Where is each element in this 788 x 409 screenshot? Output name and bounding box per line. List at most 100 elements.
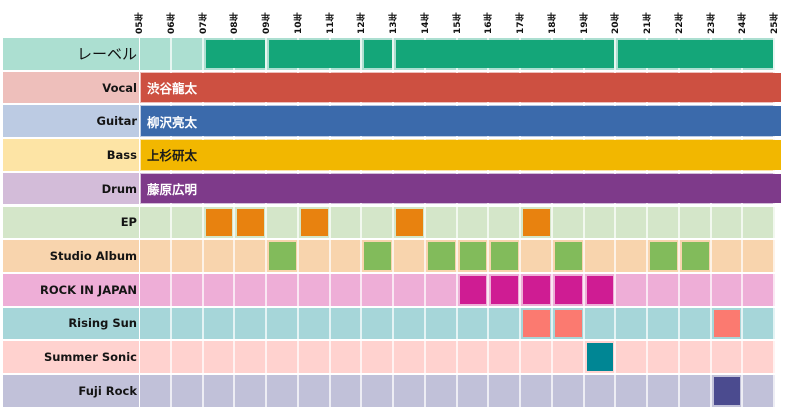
- grid-cell: [267, 341, 299, 373]
- year-mark-studio-album: [491, 242, 518, 270]
- grid-cell: [235, 273, 267, 306]
- x-tick-label: 07年: [198, 12, 209, 34]
- grid-cell: [743, 307, 775, 340]
- row-label: Vocal: [3, 71, 139, 104]
- x-tick-label: 15年: [452, 12, 463, 34]
- label-period-band: [364, 40, 392, 68]
- grid-cell: [140, 273, 172, 306]
- grid-cell: [425, 307, 458, 340]
- year-mark-rock-in-japan: [554, 275, 582, 304]
- grid-cell: [457, 206, 490, 239]
- grid-cell: [489, 341, 521, 373]
- grid-cell: [648, 375, 680, 407]
- grid-cell: [140, 206, 172, 239]
- grid-cell: [743, 206, 775, 239]
- year-mark-studio-album: [427, 242, 455, 270]
- grid-cell: [140, 307, 172, 340]
- row-label: Studio Album: [3, 240, 139, 272]
- grid-cell: [711, 206, 744, 239]
- x-tick-label: 17年: [516, 12, 526, 34]
- grid-cell: [552, 206, 585, 239]
- grid-cell: [648, 273, 680, 306]
- grid-cell: [362, 375, 394, 407]
- row-rock-in-japan: ROCK IN JAPAN: [3, 273, 776, 306]
- grid-cell: [171, 341, 204, 373]
- grid-cell: [235, 341, 267, 373]
- year-mark-rock-in-japan: [459, 275, 487, 304]
- year-mark-rock-in-japan: [491, 275, 518, 304]
- row-label: Guitar: [3, 105, 139, 138]
- grid-cell: [330, 206, 363, 239]
- grid-cell: [203, 341, 236, 373]
- grid-cell: [743, 240, 775, 272]
- grid-cell: [521, 341, 553, 373]
- grid-cell: [298, 341, 331, 373]
- grid-cell: [362, 307, 394, 340]
- year-mark-studio-album: [269, 242, 296, 270]
- grid-cell: [394, 240, 426, 272]
- row-rising-sun: Rising Sun: [3, 307, 776, 340]
- year-mark-ep: [237, 208, 264, 237]
- row-label: レーベル: [3, 38, 139, 70]
- grid-cell: [425, 206, 458, 239]
- year-mark-studio-album: [459, 242, 487, 270]
- member-name: 柳沢亮太: [147, 114, 198, 130]
- row-guitar: Guitar 柳沢亮太: [3, 105, 781, 138]
- year-mark-rising-sun: [523, 309, 550, 338]
- grid-cell: [267, 206, 299, 239]
- member-bar: 柳沢亮太: [141, 106, 781, 137]
- year-mark-ep: [205, 208, 233, 237]
- x-tick-label: 05年: [135, 12, 145, 34]
- grid-cell: [457, 341, 490, 373]
- x-tick-label: 19年: [579, 12, 590, 34]
- grid-cell: [394, 307, 426, 340]
- year-mark-rising-sun: [554, 309, 582, 338]
- grid-cell: [457, 375, 490, 407]
- label-period-band: [205, 40, 265, 68]
- row-label: Summer Sonic: [3, 341, 139, 373]
- grid-cell: [743, 375, 775, 407]
- year-mark-ep: [300, 208, 328, 237]
- grid-cell: [679, 341, 712, 373]
- row-bass: Bass 上杉研太: [3, 139, 781, 171]
- grid-cell: [330, 341, 363, 373]
- member-bar: 渋谷龍太: [141, 72, 781, 103]
- grid-cell: [330, 307, 363, 340]
- grid-cell: [457, 307, 490, 340]
- row-summer-sonic: Summer Sonic: [3, 341, 776, 373]
- grid-cell: [648, 341, 680, 373]
- grid-cell: [489, 206, 521, 239]
- grid-cell: [298, 273, 331, 306]
- grid-cell: [235, 307, 267, 340]
- grid-cell: [362, 273, 394, 306]
- year-mark-fuji-rock: [713, 377, 741, 405]
- member-name: 藤原広明: [147, 182, 198, 198]
- row-ep: EP: [3, 206, 776, 239]
- grid-cell: [330, 375, 363, 407]
- grid-cell: [362, 341, 394, 373]
- x-tick-label: 10年: [293, 12, 304, 34]
- row-label: レーベル: [3, 38, 776, 70]
- grid-cell: [140, 375, 172, 407]
- grid-cell: [552, 375, 585, 407]
- grid-cell: [394, 273, 426, 306]
- grid-cell: [203, 307, 236, 340]
- grid-cell: [489, 375, 521, 407]
- grid-cell: [171, 240, 204, 272]
- grid-cell: [171, 375, 204, 407]
- grid-cell: [140, 38, 172, 70]
- row-label: Bass: [3, 139, 139, 171]
- x-tick-label: 22年: [674, 12, 685, 34]
- row-label: Rising Sun: [3, 307, 139, 340]
- grid-cell: [203, 273, 236, 306]
- grid-cell: [616, 375, 648, 407]
- grid-cell: [235, 240, 267, 272]
- grid-cell: [489, 307, 521, 340]
- grid-cell: [711, 341, 744, 373]
- grid-cell: [679, 206, 712, 239]
- x-tick-label: 21年: [643, 12, 653, 34]
- year-mark-studio-album: [650, 242, 677, 270]
- grid-cell: [267, 307, 299, 340]
- year-mark-rock-in-japan: [523, 275, 550, 304]
- grid-cell: [203, 375, 236, 407]
